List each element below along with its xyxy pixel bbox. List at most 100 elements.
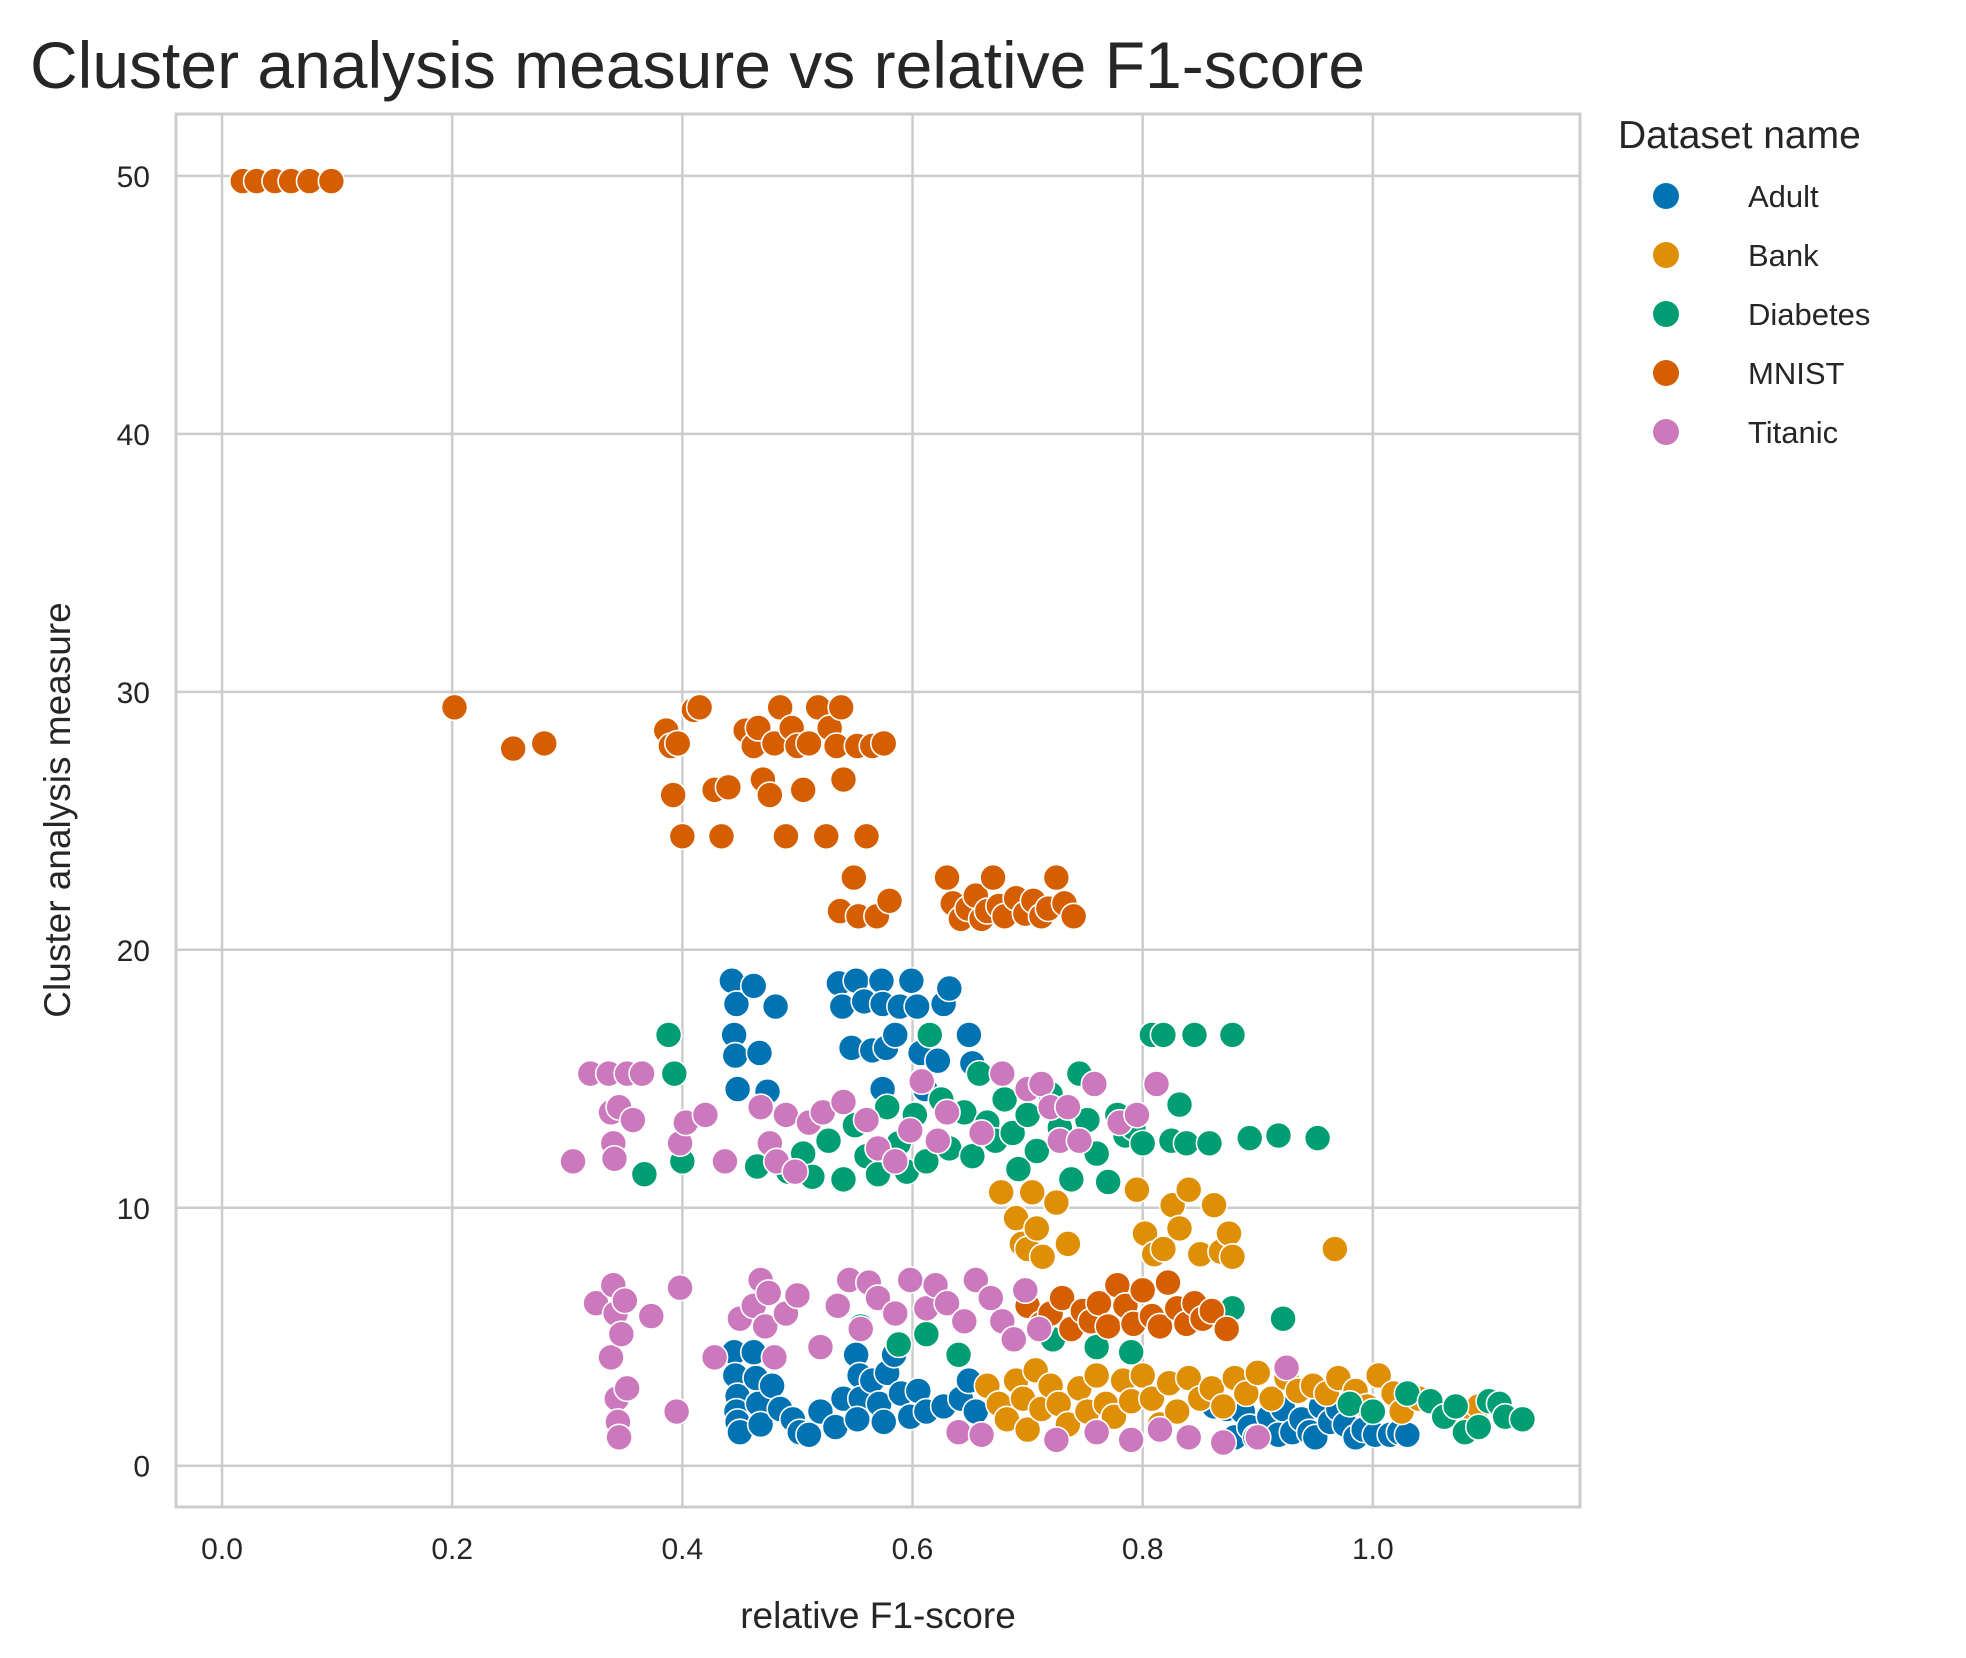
gridlines [176, 114, 1580, 1507]
data-point [840, 863, 868, 892]
data-point [597, 1343, 625, 1372]
data-point [1082, 1361, 1111, 1390]
data-point [1212, 1315, 1241, 1343]
data-point [955, 1021, 983, 1049]
data-point [611, 1286, 639, 1315]
data-point [1303, 1124, 1332, 1152]
data-point [1128, 1361, 1157, 1390]
data-point [440, 693, 469, 722]
data-point [1057, 1165, 1086, 1194]
data-point [707, 822, 736, 851]
legend-title: Dataset name [1618, 114, 1861, 157]
data-point [935, 974, 964, 1003]
x-tick-label: 0.2 [431, 1533, 473, 1566]
data-point [1054, 1093, 1082, 1121]
data-point [999, 1325, 1028, 1354]
data-point [637, 1302, 666, 1330]
data-point [1165, 1214, 1194, 1243]
data-point [781, 1157, 809, 1186]
data-point [772, 1101, 800, 1129]
y-axis-ticks: 0 10 20 30 40 50 [117, 161, 150, 1484]
data-points [228, 167, 1537, 1457]
data-point [915, 1021, 944, 1049]
data-point [962, 1266, 990, 1294]
x-axis-ticks: 0.0 0.2 0.4 0.6 0.8 1.0 [201, 1533, 1394, 1566]
y-tick-label: 50 [117, 161, 150, 194]
data-point [714, 773, 743, 802]
data-point [722, 990, 751, 1018]
data-point [1094, 1312, 1122, 1341]
data-point [962, 1397, 990, 1426]
data-point [795, 729, 823, 758]
data-point [846, 1315, 875, 1343]
data-point [881, 1147, 910, 1176]
data-point [852, 1106, 881, 1134]
data-point [967, 1119, 996, 1147]
data-point [1393, 1379, 1422, 1408]
data-point [1200, 1191, 1228, 1219]
data-point [666, 1273, 694, 1302]
data-point [896, 1266, 925, 1294]
data-point [628, 1059, 656, 1088]
y-tick-label: 30 [117, 677, 150, 710]
data-point [607, 1320, 636, 1348]
data-point [1174, 1423, 1203, 1452]
data-point [979, 863, 1007, 892]
data-point [1174, 1364, 1203, 1392]
data-point [1243, 1423, 1272, 1452]
data-point [1023, 1214, 1051, 1243]
data-point [1149, 1235, 1178, 1263]
data-point [988, 1059, 1017, 1088]
data-point [772, 822, 800, 851]
x-tick-label: 0.8 [1122, 1533, 1164, 1566]
data-point [530, 729, 559, 758]
data-point [1257, 1384, 1286, 1413]
x-tick-label: 0.0 [201, 1533, 243, 1566]
data-point [1264, 1121, 1293, 1150]
data-point [896, 1116, 925, 1145]
series-titanic [559, 1059, 1301, 1457]
data-point [1321, 1235, 1349, 1263]
data-point [875, 886, 904, 915]
data-point [881, 1299, 910, 1328]
data-point [795, 1420, 823, 1449]
data-point [754, 1279, 783, 1307]
data-point [1042, 1188, 1071, 1217]
y-axis-label: Cluster analysis measure [37, 602, 78, 1017]
data-point [852, 822, 881, 851]
data-point [967, 1420, 996, 1449]
data-point [1235, 1124, 1264, 1152]
plot-area-frame [174, 112, 1582, 1509]
data-point [760, 1343, 789, 1372]
data-point [746, 1093, 775, 1121]
data-point [924, 1126, 952, 1155]
legend-marker [1653, 183, 1679, 209]
data-point [1393, 1420, 1422, 1449]
data-point [1243, 1359, 1272, 1387]
data-point [933, 863, 961, 892]
data-point [766, 693, 794, 722]
data-point [1080, 1070, 1109, 1098]
x-tick-label: 0.6 [892, 1533, 934, 1566]
data-point [1215, 1219, 1243, 1248]
data-point [1359, 1397, 1387, 1426]
data-point [1023, 1137, 1051, 1165]
data-point [965, 1059, 994, 1088]
data-point [1100, 1402, 1128, 1431]
data-point [1209, 1428, 1238, 1457]
data-point [1218, 1242, 1247, 1271]
data-point [912, 1147, 941, 1176]
series-mnist [228, 167, 1241, 1343]
data-point [907, 1067, 936, 1096]
data-point [739, 972, 768, 1000]
legend-label: Bank [1748, 238, 1819, 273]
data-point [1128, 1276, 1157, 1305]
data-point [933, 1289, 961, 1318]
data-point [1272, 1353, 1301, 1382]
data-point [1218, 1021, 1247, 1049]
data-point [958, 1142, 987, 1170]
data-point [944, 1341, 973, 1369]
data-point [1054, 1230, 1082, 1258]
data-point [1027, 1070, 1056, 1098]
y-tick-label: 0 [133, 1451, 150, 1484]
